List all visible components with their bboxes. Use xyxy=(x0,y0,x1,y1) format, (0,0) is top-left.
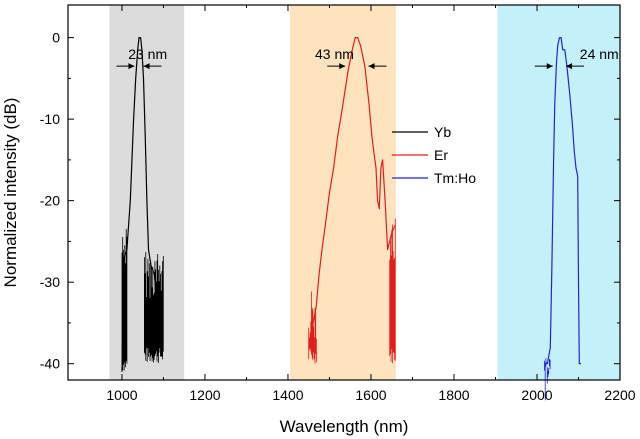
axis-tick-group: 1000 1200 1400 1600 1800 2000 2200 0 -10 -20 -30 -4… xyxy=(40,5,636,403)
y-axis-label: Normalized intensity (dB) xyxy=(1,98,20,288)
shaded-band-2 xyxy=(290,5,396,380)
series-line-er xyxy=(308,36,396,348)
x-tick-label: 1200 xyxy=(189,387,220,403)
y-tick-label: -20 xyxy=(40,193,60,209)
fwhm-label: 43 nm xyxy=(315,46,354,62)
y-tick-label: 0 xyxy=(52,30,60,46)
series-line-tm-ho xyxy=(544,36,581,365)
series-noise-yb-2 xyxy=(144,252,164,363)
legend-label: Tm:Ho xyxy=(434,170,476,186)
y-tick-label: -10 xyxy=(40,111,60,127)
series-group xyxy=(121,36,581,401)
fwhm-arrow-group xyxy=(116,63,585,70)
fwhm-arrow-right-head xyxy=(368,63,375,70)
x-tick-label: 1400 xyxy=(272,387,303,403)
shaded-band-group xyxy=(109,5,620,380)
fwhm-label: 23 nm xyxy=(128,46,167,62)
x-tick-label: 1800 xyxy=(438,387,469,403)
series-noise-tm-ho-1 xyxy=(544,358,551,401)
y-tick-label: -40 xyxy=(40,356,60,372)
x-axis-label: Wavelength (nm) xyxy=(280,417,409,436)
fwhm-arrow-left-head xyxy=(546,63,553,70)
fwhm-arrow-left-head xyxy=(128,63,135,70)
legend-label: Yb xyxy=(434,124,451,140)
x-tick-label: 2000 xyxy=(521,387,552,403)
series-noise-er-2 xyxy=(389,218,396,364)
fwhm-label: 24 nm xyxy=(580,46,619,62)
annotation-group: 23 nm 43 nm 24 nm xyxy=(128,46,618,62)
x-tick-label: 1000 xyxy=(106,387,137,403)
x-tick-label: 1600 xyxy=(355,387,386,403)
plot-frame xyxy=(67,4,621,381)
legend-label: Er xyxy=(434,147,448,163)
y-tick-label: -30 xyxy=(40,274,60,290)
x-tick-label: 2200 xyxy=(604,387,635,403)
fwhm-arrow-right-head xyxy=(143,63,150,70)
series-line-yb xyxy=(121,36,164,372)
fwhm-arrow-left-head xyxy=(339,63,346,70)
fwhm-arrow-right-head xyxy=(566,63,573,70)
shaded-band-3 xyxy=(497,5,620,380)
legend: Yb Er Tm:Ho xyxy=(392,124,476,186)
